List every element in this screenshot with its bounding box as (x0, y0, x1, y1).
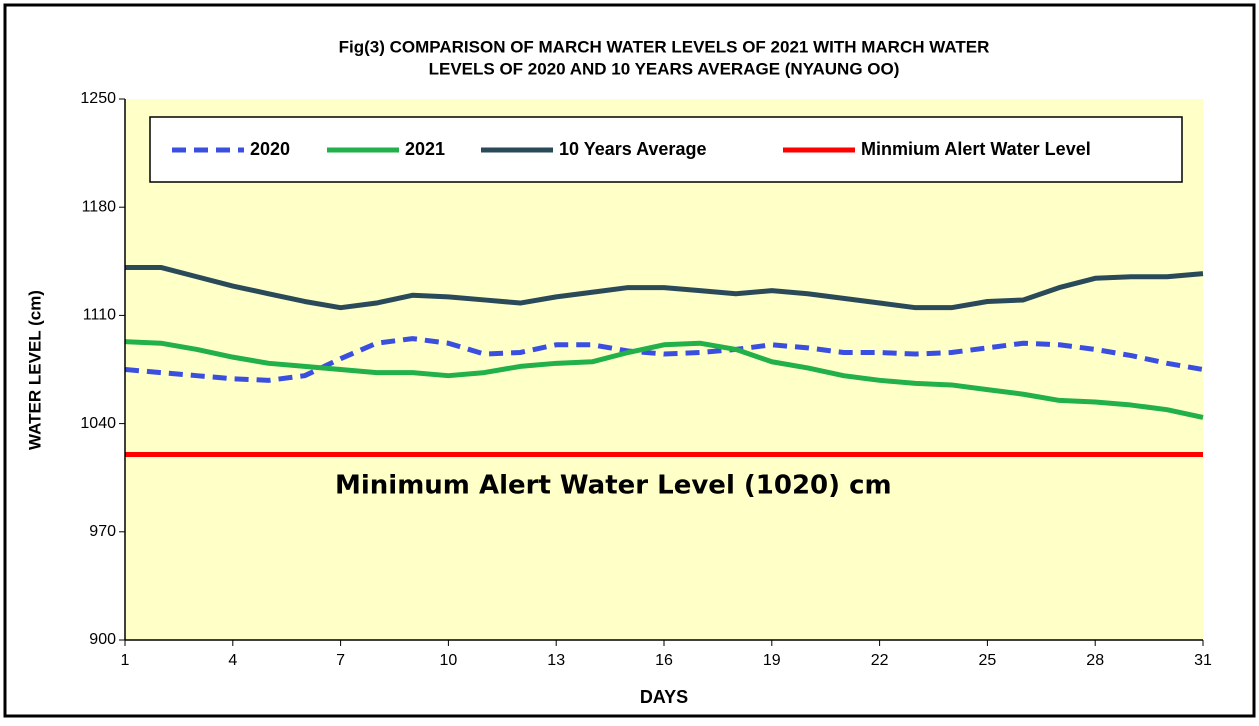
x-tick-label: 16 (655, 652, 673, 669)
series-line (124, 336, 1204, 383)
series-line (124, 339, 1204, 420)
series-line (125, 264, 1204, 311)
x-axis-title: DAYS (640, 687, 688, 707)
x-tick-label: 25 (979, 652, 997, 669)
y-tick-label: 900 (89, 631, 116, 648)
x-tick-label: 19 (763, 652, 781, 669)
chart-title: Fig(3) COMPARISON OF MARCH WATER LEVELS … (339, 37, 990, 56)
marks (124, 264, 1204, 458)
x-tick-label: 31 (1194, 652, 1212, 669)
legend-label: 2021 (405, 139, 445, 159)
x-tick-label: 10 (440, 652, 458, 669)
plot-area (125, 99, 1203, 640)
y-tick-label: 1110 (83, 307, 116, 324)
x-tick-label: 4 (228, 652, 237, 669)
y-tick-label: 1250 (80, 90, 116, 107)
chart-title: LEVELS OF 2020 AND 10 YEARS AVERAGE (NYA… (429, 59, 900, 78)
y-tick-label: 970 (89, 523, 116, 540)
y-axis-title: WATER LEVEL (cm) (25, 290, 44, 450)
x-tick-label: 1 (121, 652, 130, 669)
x-tick-label: 7 (336, 652, 345, 669)
y-tick-label: 1180 (82, 198, 117, 215)
legend-label: Minmium Alert Water Level (861, 139, 1091, 159)
annotation: Minimum Alert Water Level (1020) cm (335, 471, 892, 501)
legend (149, 116, 1183, 183)
x-tick-label: 22 (871, 652, 889, 669)
x-tick-label: 28 (1086, 652, 1104, 669)
legend-items: 2020 2021 10 Years Average Minmium Alert Wa… (172, 139, 1091, 159)
x-tick-label: 13 (547, 652, 565, 669)
legend-label: 2020 (250, 139, 290, 159)
y-tick-label: 1040 (80, 415, 116, 432)
legend-label: 10 Years Average (559, 139, 706, 159)
